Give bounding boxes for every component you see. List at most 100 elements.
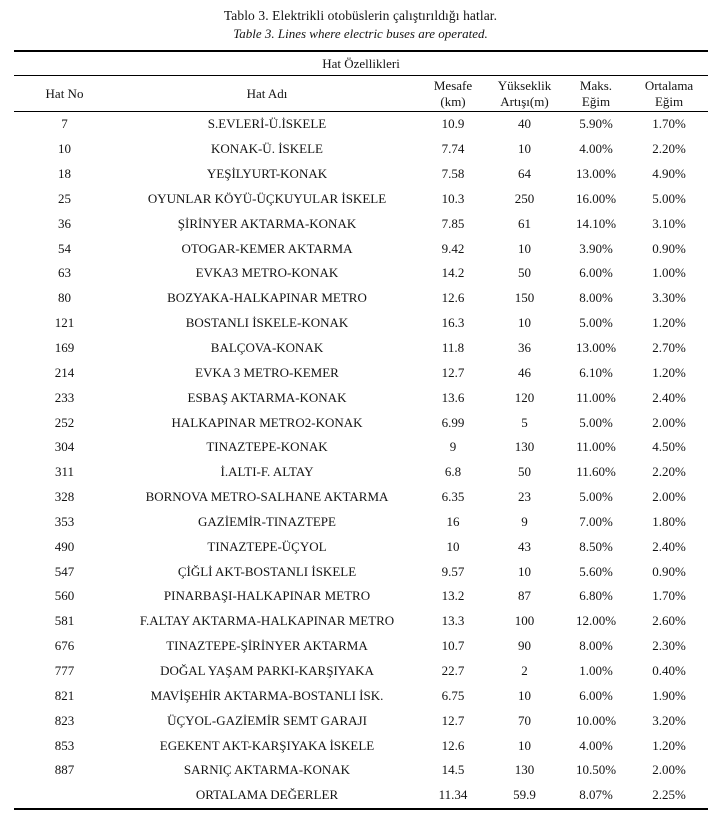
table-cell: 1.80% — [652, 513, 686, 529]
table-cell: 64 — [518, 166, 531, 182]
table-cell: 6.99 — [441, 414, 465, 430]
table-cell: 120 — [514, 389, 535, 405]
table-cell: 10 — [518, 563, 531, 579]
table-cell: 9 — [521, 513, 528, 529]
table-cell: 676 — [54, 638, 75, 654]
table-cell: ESBAŞ AKTARMA-KONAK — [187, 389, 347, 405]
table-cell: 9.42 — [441, 240, 465, 256]
table-row: 887 SARNIÇ AKTARMA-KONAK 14.5 130 10.50% 2.00… — [14, 758, 708, 783]
table-cell: GAZİEMİR-TINAZTEPE — [198, 513, 336, 529]
table-row: 304 TINAZTEPE-KONAK 9 130 11.00% 4.50% — [14, 435, 708, 460]
table-cell: 11.00% — [576, 389, 616, 405]
table-cell: S.EVLERİ-Ü.İSKELE — [207, 116, 327, 132]
table-cell: 5.90% — [579, 116, 613, 132]
table-cell: 777 — [54, 662, 75, 678]
table-cell: 10.7 — [441, 638, 465, 654]
table-cell: 3.30% — [652, 290, 686, 306]
table-cell: 7.00% — [579, 513, 613, 529]
table-row: 233 ESBAŞ AKTARMA-KONAK 13.6 120 11.00% 2.40% — [14, 385, 708, 410]
table-cell: 6.35 — [441, 489, 465, 505]
table-cell: 10 — [446, 538, 460, 554]
table-row: 121 BOSTANLI İSKELE-KONAK 16.3 10 5.00% 1.20% — [14, 311, 708, 336]
table-cell: 6.75 — [441, 687, 465, 703]
table-cell: 10 — [518, 240, 531, 256]
table-row: 80 BOZYAKA-HALKAPINAR METRO 12.6 150 8.00% 3.… — [14, 286, 708, 311]
table-cell: 50 — [518, 265, 531, 281]
table-cell: 14.10% — [575, 215, 617, 231]
table-row: 252 HALKAPINAR METRO2-KONAK 6.99 5 5.00% 2.00… — [14, 410, 708, 435]
table-cell: 4.50% — [652, 439, 686, 455]
table-cell: 46 — [518, 364, 531, 380]
table-cell: KONAK-Ü. İSKELE — [211, 141, 323, 157]
table-row: 36 ŞİRİNYER AKTARMA-KONAK 7.85 61 14.10% 3.10… — [14, 211, 708, 236]
table-cell: BALÇOVA-KONAK — [210, 340, 324, 356]
table-cell: 6.00% — [579, 265, 613, 281]
table-cell: PINARBAŞI-HALKAPINAR METRO — [163, 588, 371, 604]
table-cell: 8.07% — [579, 787, 613, 803]
table-cell: YEŞİLYURT-KONAK — [206, 166, 328, 182]
table-cell: 150 — [514, 290, 535, 306]
table-row: 823 ÜÇYOL-GAZİEMİR SEMT GARAJI 12.7 70 10.00… — [14, 708, 708, 733]
column-header-2: Mesafe (km) — [419, 75, 487, 112]
table-caption-english: Table 3. Lines where electric buses are … — [233, 26, 488, 41]
group-header-label: Hat Özellikleri — [14, 51, 709, 76]
table-cell: 8.00% — [579, 638, 613, 654]
table-cell: 9 — [449, 439, 457, 455]
table-cell: 2.70% — [652, 340, 686, 356]
table-cell: 3.90% — [579, 240, 613, 256]
table-row: 490 TINAZTEPE-ÜÇYOL 10 43 8.50% 2.40% — [14, 534, 708, 559]
table-cell: 2.30% — [652, 638, 686, 654]
table-row: 853 EGEKENT AKT-KARŞIYAKA İSKELE 12.6 10 4.0… — [14, 733, 708, 758]
table-cell: 304 — [54, 439, 75, 455]
table-cell: 16.00% — [575, 190, 617, 206]
electric-bus-lines-table: Hat Özellikleri Hat No Hat Adı Mesafe (km)… — [14, 50, 709, 810]
table-cell: 6.00% — [579, 687, 613, 703]
table-cell: OTOGAR-KEMER AKTARMA — [181, 240, 353, 256]
table-cell: 80 — [58, 290, 71, 306]
table-cell: 2.40% — [652, 389, 686, 405]
table-row: 7 S.EVLERİ-Ü.İSKELE 10.9 40 5.90% 1.70% — [14, 112, 708, 137]
table-cell: 59.9 — [513, 787, 536, 803]
column-header-3: Yükseklik Artışı(m) — [487, 75, 562, 112]
table-cell: 7.85 — [441, 215, 465, 231]
table-cell: 13.00% — [575, 166, 617, 182]
table-cell: 12.7 — [441, 712, 465, 728]
table-row: 54 OTOGAR-KEMER AKTARMA 9.42 10 3.90% 0.90% — [14, 236, 708, 261]
table-cell: 130 — [514, 762, 535, 778]
table-cell: 10.00% — [575, 712, 617, 728]
table-cell: 5.00% — [579, 414, 613, 430]
table-cell: 10 — [58, 141, 71, 157]
table-cell: 3.20% — [652, 712, 686, 728]
table-cell: 1.00% — [652, 265, 686, 281]
table-row: 821 MAVİŞEHİR AKTARMA-BOSTANLI İSK. 6.75 10… — [14, 683, 708, 708]
table-cell: 13.6 — [441, 389, 465, 405]
table-cell: 6.10% — [579, 364, 613, 380]
table-cell: 6.80% — [579, 588, 613, 604]
table-cell: 4.00% — [579, 737, 613, 753]
table-cell: 2.20% — [652, 141, 686, 157]
table-cell: 121 — [54, 315, 75, 331]
table-cell: 1.70% — [652, 588, 686, 604]
table-cell: 214 — [54, 364, 75, 380]
table-cell: 130 — [514, 439, 535, 455]
table-cell: 10 — [518, 687, 531, 703]
table-cell: 1.90% — [652, 687, 686, 703]
table-cell: 547 — [54, 563, 75, 579]
table-cell: 11.8 — [441, 340, 465, 356]
table-cell: 6.8 — [444, 464, 462, 480]
table-cell: F.ALTAY AKTARMA-HALKAPINAR METRO — [139, 613, 395, 629]
table-cell: 311 — [54, 464, 75, 480]
table-cell: 560 — [54, 588, 75, 604]
table-cell: 40 — [518, 116, 531, 132]
table-cell: 1.20% — [652, 364, 686, 380]
table-cell: BOSTANLI İSKELE-KONAK — [185, 315, 349, 331]
table-row: 328 BORNOVA METRO-SALHANE AKTARMA 6.35 23 5.… — [14, 485, 708, 510]
table-cell: DOĞAL YAŞAM PARKI-KARŞIYAKA — [160, 662, 374, 678]
table-cell: 16.3 — [441, 315, 465, 331]
table-cell: 12.6 — [441, 737, 465, 753]
table-cell: 50 — [518, 464, 531, 480]
table-cell: HALKAPINAR METRO2-KONAK — [171, 414, 363, 430]
table-cell: TINAZTEPE-ÜÇYOL — [207, 538, 327, 554]
table-row: 311 İ.ALTI-F. ALTAY 6.8 50 11.60% 2.20% — [14, 460, 708, 485]
